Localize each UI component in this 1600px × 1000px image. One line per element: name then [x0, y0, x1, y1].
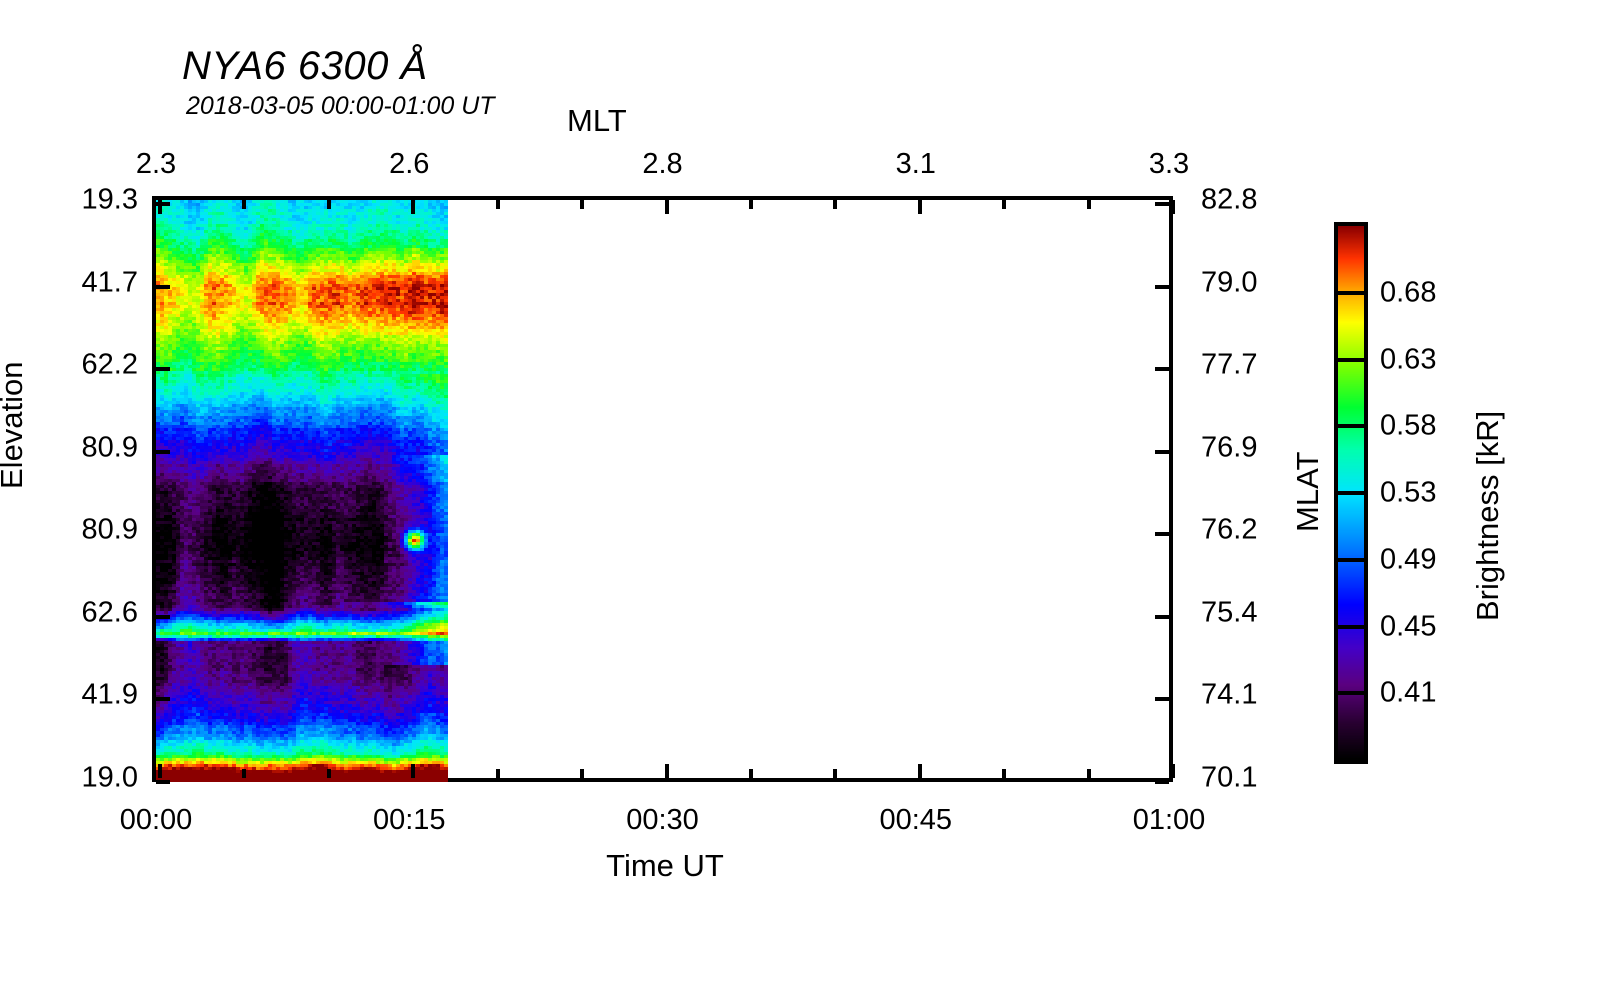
colorbar-separator — [1338, 625, 1364, 629]
y2-axis-tick-label: 75.4 — [1201, 596, 1258, 629]
x2-axis-tick-label: 3.1 — [895, 148, 936, 180]
x2-axis-minor-tick — [495, 200, 500, 209]
y-axis-tick — [156, 614, 170, 619]
colorbar — [1334, 222, 1368, 764]
y2-axis-tick-label: 76.9 — [1201, 431, 1258, 464]
x-axis-tick — [411, 764, 416, 778]
y2-axis-tick-label: 77.7 — [1201, 348, 1258, 381]
y-axis-tick — [156, 697, 170, 702]
x-axis-minor-tick — [326, 769, 331, 778]
x2-axis-minor-tick — [1086, 200, 1091, 209]
x2-axis-tick — [917, 200, 922, 214]
x2-axis-tick — [664, 200, 669, 214]
plot-area — [152, 196, 1175, 784]
colorbar-tick-label: 0.58 — [1380, 409, 1437, 442]
y-axis-tick-label: 41.7 — [81, 266, 138, 299]
x-axis-minor-tick — [495, 769, 500, 778]
colorbar-separator — [1338, 558, 1364, 562]
colorbar-tick-label: 0.49 — [1380, 543, 1437, 576]
colorbar-separator — [1338, 691, 1364, 695]
x-axis-minor-tick — [748, 769, 753, 778]
colorbar-separator — [1338, 358, 1364, 362]
x2-axis-tick-label: 2.6 — [389, 148, 430, 180]
x-axis-tick — [158, 764, 162, 778]
x-axis-minor-tick — [1086, 769, 1091, 778]
y-axis-tick-label: 80.9 — [81, 431, 138, 464]
x-axis-minor-tick — [242, 769, 247, 778]
x2-axis-minor-tick — [326, 200, 331, 209]
colorbar-separator — [1338, 424, 1364, 428]
x2-axis-minor-tick — [748, 200, 753, 209]
x-axis-tick — [917, 764, 922, 778]
y-axis-tick-label: 80.9 — [81, 513, 138, 546]
x2-axis-tick — [411, 200, 416, 214]
x-axis-tick-label: 00:00 — [119, 804, 193, 836]
x2-axis-tick-label: 3.3 — [1148, 148, 1190, 180]
y2-axis-tick-label: 74.1 — [1201, 678, 1258, 711]
colorbar-tick-label: 0.53 — [1380, 476, 1437, 509]
x-axis-tick — [664, 764, 669, 778]
x-axis-tick-label: 00:30 — [626, 804, 699, 836]
right-axis-title: MLAT — [1290, 451, 1325, 532]
colorbar-separator — [1338, 291, 1364, 295]
colorbar-tick-label: 0.45 — [1380, 610, 1437, 643]
colorbar-separator — [1338, 491, 1364, 495]
colorbar-title: Brightness [kR] — [1470, 410, 1505, 621]
x-axis-minor-tick — [1002, 769, 1007, 778]
page-title: NYA6 6300 Å — [182, 44, 428, 88]
y-axis-tick-label: 19.0 — [81, 761, 138, 794]
y-axis-tick — [156, 780, 170, 784]
y2-axis-tick — [1155, 284, 1169, 289]
x-axis-tick-label: 00:45 — [879, 804, 953, 836]
x2-axis-tick — [1171, 200, 1175, 214]
y2-axis-tick-label: 82.8 — [1201, 183, 1258, 216]
y-axis-tick — [156, 202, 170, 206]
x-axis-tick-label: 01:00 — [1132, 804, 1206, 836]
y-axis-tick — [156, 367, 170, 372]
x2-axis-tick-label: 2.8 — [642, 148, 683, 180]
y-axis-tick — [156, 532, 170, 537]
x2-axis-minor-tick — [580, 200, 585, 209]
colorbar-tick-label: 0.41 — [1380, 676, 1437, 709]
y2-axis-tick — [1155, 697, 1169, 702]
y2-axis-tick-label: 70.1 — [1201, 761, 1258, 794]
x2-axis-minor-tick — [242, 200, 247, 209]
left-axis-title: Elevation — [0, 361, 29, 489]
x2-axis-tick-label: 2.3 — [135, 148, 177, 180]
x-axis-tick-label: 00:15 — [372, 804, 446, 836]
y-axis-tick-label: 19.3 — [81, 183, 138, 216]
y-axis-tick — [156, 284, 170, 289]
x-axis-tick — [1171, 764, 1175, 778]
y2-axis-tick-label: 76.2 — [1201, 513, 1258, 546]
y-axis-tick-label: 62.6 — [81, 596, 138, 629]
keogram-image — [156, 200, 448, 782]
y2-axis-tick — [1155, 532, 1169, 537]
y-axis-tick — [156, 449, 170, 454]
y2-axis-tick — [1155, 614, 1169, 619]
y-axis-tick-label: 41.9 — [81, 678, 138, 711]
colorbar-tick-label: 0.63 — [1380, 343, 1437, 376]
y2-axis-tick — [1155, 202, 1169, 206]
x-axis-minor-tick — [833, 769, 838, 778]
colorbar-tick-label: 0.68 — [1380, 276, 1437, 309]
top-axis-title: MLT — [567, 103, 627, 138]
x2-axis-minor-tick — [833, 200, 838, 209]
page-subtitle: 2018-03-05 00:00-01:00 UT — [186, 92, 495, 120]
bottom-axis-title: Time UT — [606, 848, 724, 883]
y2-axis-tick — [1155, 367, 1169, 372]
y-axis-tick-label: 62.2 — [81, 348, 138, 381]
y2-axis-tick — [1155, 449, 1169, 454]
y2-axis-tick — [1155, 780, 1169, 784]
x2-axis-minor-tick — [1002, 200, 1007, 209]
x2-axis-tick — [158, 200, 162, 214]
y2-axis-tick-label: 79.0 — [1201, 266, 1258, 299]
x-axis-minor-tick — [580, 769, 585, 778]
